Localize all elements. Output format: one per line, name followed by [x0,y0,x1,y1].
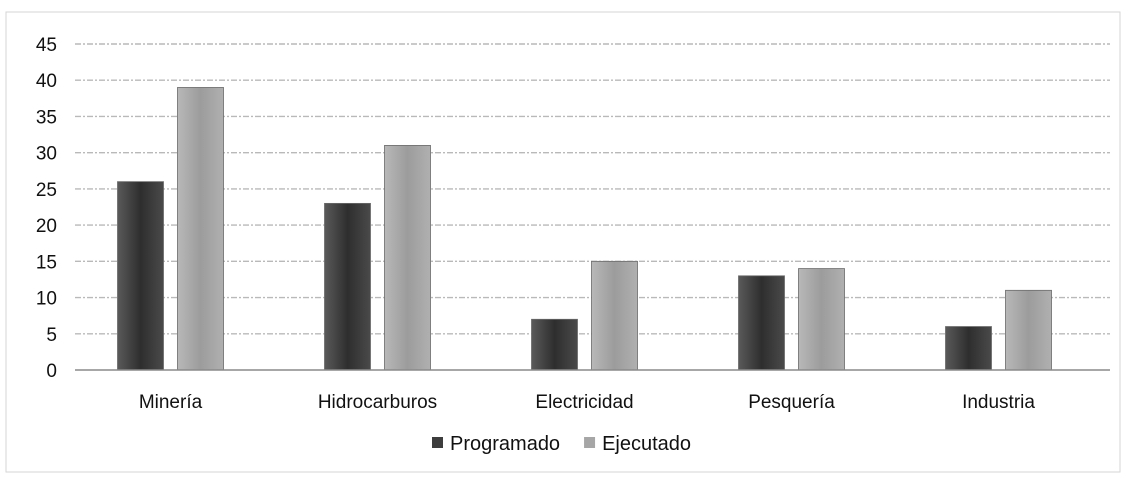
bar-ejecutado-mineria [177,87,224,371]
legend-label-ejecutado: Ejecutado [602,433,691,455]
y-tick-label-0: 0 [46,361,57,382]
x-tick-label-electricidad: Electricidad [535,392,633,413]
y-tick-label-45: 45 [36,35,57,56]
x-axis-categories: Minería Hidrocarburos Electricidad Pesquerí… [139,392,1036,413]
y-tick-label-20: 20 [36,216,57,237]
bar-programado-pesqueria [738,275,785,371]
legend-swatch-ejecutado [584,437,596,448]
bar-programado-electricidad [531,318,578,371]
bar-ejecutado-hidrocarburos [384,145,431,371]
y-tick-label-10: 10 [36,289,57,310]
bars [117,87,1052,371]
y-tick-label-25: 25 [36,180,57,201]
x-tick-label-industria: Industria [962,392,1035,413]
bar-programado-mineria [117,181,164,371]
y-tick-label-30: 30 [36,144,57,165]
y-tick-label-15: 15 [36,252,57,273]
y-tick-label-35: 35 [36,107,57,128]
legend-label-programado: Programado [450,433,560,455]
bar-ejecutado-pesqueria [798,268,845,371]
y-tick-label-40: 40 [36,71,57,92]
x-tick-label-mineria: Minería [139,392,203,413]
bar-programado-hidrocarburos [324,202,371,371]
bar-ejecutado-electricidad [591,260,638,371]
x-tick-label-hidrocarburos: Hidrocarburos [318,392,437,413]
y-axis-ticks: 0 5 10 15 20 25 30 35 40 45 [36,35,57,382]
bar-programado-industria [945,326,992,371]
legend-swatch-programado [432,437,443,448]
bar-ejecutado-industria [1005,289,1052,371]
x-tick-label-pesqueria: Pesquería [748,392,835,413]
y-tick-label-5: 5 [46,325,57,346]
legend: Programado Ejecutado [432,433,691,455]
